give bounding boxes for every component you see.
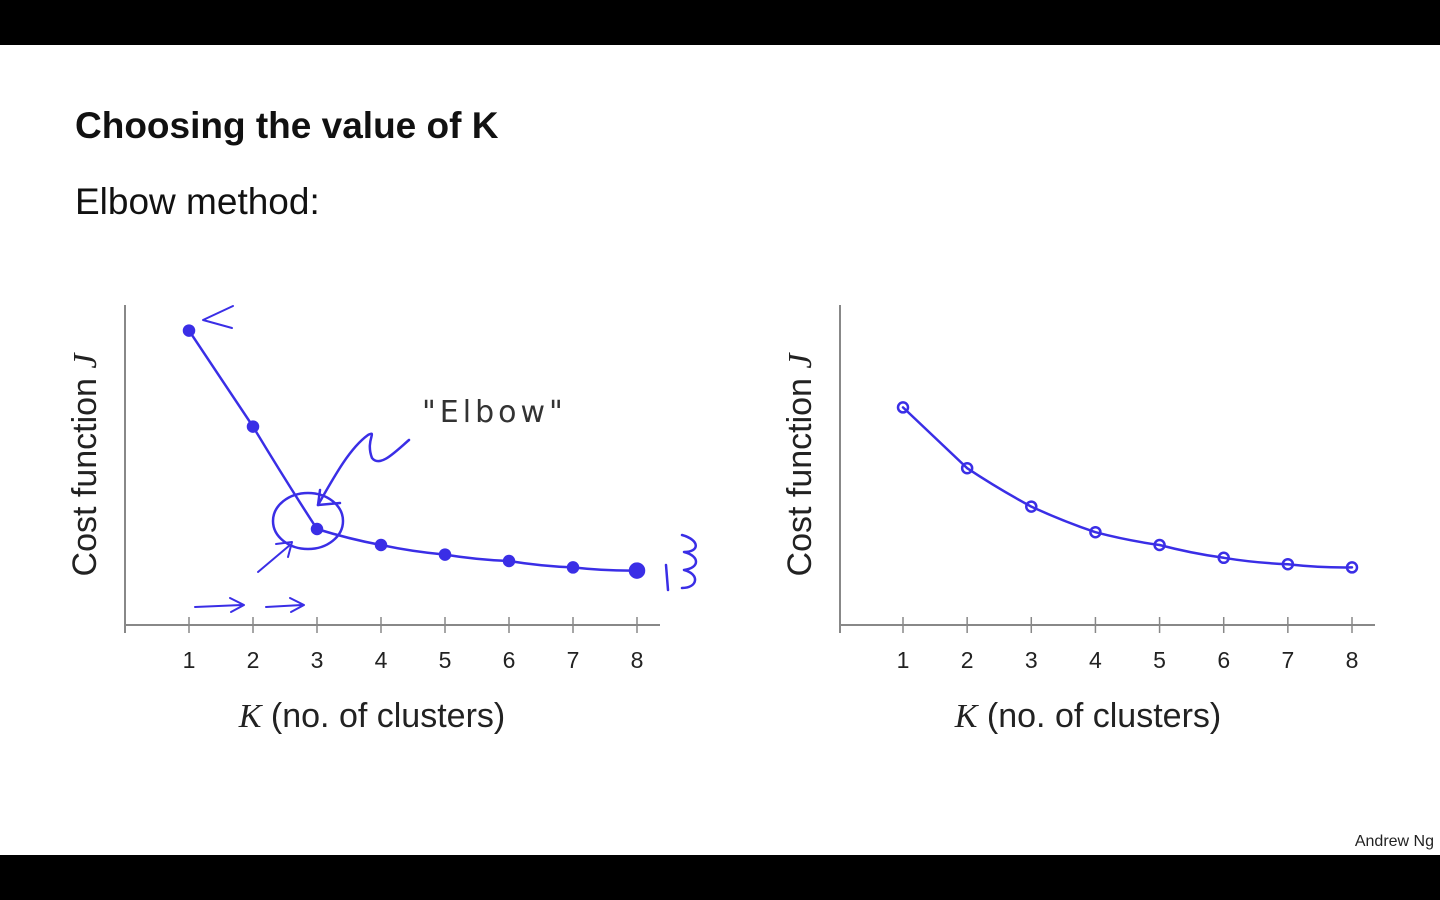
- arrow-right-2: [265, 597, 305, 613]
- chart-2-data-point: [960, 461, 974, 475]
- chart-1-x-tick-label: 1: [183, 647, 196, 673]
- chart-1-x-var: K: [238, 698, 264, 735]
- chart-1-data-point: [310, 522, 324, 536]
- chart-1-x-tick-label: 4: [375, 647, 388, 673]
- chart-2-x-var: K: [954, 698, 980, 735]
- chart-2-x-tick-label: 5: [1153, 647, 1166, 673]
- chart-1-data-point: [374, 538, 388, 552]
- chart-2-data-point: [1281, 557, 1295, 571]
- arrow-pointer-k1: [202, 305, 234, 329]
- chart-2-data-point: [1217, 551, 1230, 565]
- chart-2-data-point: [896, 401, 910, 414]
- chart-2-x-tick-label: 6: [1217, 647, 1230, 673]
- chart-2-data-point: [1345, 561, 1359, 574]
- chart-1-x-tick-label: 3: [311, 647, 324, 673]
- chart-1-data-point: [628, 562, 646, 579]
- chart-2-x-tick-label: 4: [1089, 647, 1102, 673]
- chart-2-y-text: Cost function: [781, 369, 819, 577]
- chart-2-y-axis-label: Cost function J: [781, 352, 819, 577]
- chart-1-y-axis-label: Cost function J: [66, 352, 104, 577]
- chart-1-y-text: Cost function: [66, 369, 104, 577]
- chart-2-x-tick-label: 1: [897, 647, 910, 673]
- chart-2-x-tick-label: 8: [1346, 647, 1359, 673]
- chart-1-data-point: [566, 561, 580, 574]
- chart-2-data-point: [1153, 538, 1166, 552]
- chart-2-x-axis-label: K (no. of clusters): [954, 697, 1221, 735]
- scribble-mark: [664, 533, 698, 592]
- chart-2-data-point: [1089, 525, 1102, 539]
- chart-1-axis-labels: K (no. of clusters) Cost function J: [66, 352, 505, 735]
- chart-1-x-tick-label: 8: [631, 647, 644, 673]
- chart-1-x-axis-label: K (no. of clusters): [238, 697, 505, 735]
- chart-1-x-tick-label: 7: [567, 647, 580, 673]
- arrow-right-1: [194, 597, 245, 613]
- author-credit: Andrew Ng: [1354, 833, 1434, 850]
- chart-2-axis-labels: K (no. of clusters) Cost function J: [781, 352, 1221, 735]
- elbow-circle: [271, 491, 345, 551]
- chart-2-x-tick-label: 7: [1281, 647, 1294, 673]
- chart-2-x-rest: (no. of clusters): [977, 697, 1221, 735]
- elbow-arrow: [316, 432, 411, 507]
- slide-title: Choosing the value of K: [75, 105, 499, 146]
- slide: Choosing the value of K Elbow method: An…: [0, 45, 1440, 855]
- chart-1-data-point: [182, 324, 196, 337]
- chart-1-data-point: [438, 548, 452, 561]
- chart-2-y-var: J: [782, 352, 819, 369]
- chart-1-x-tick-label: 5: [439, 647, 452, 673]
- elbow-arrowhead: [316, 488, 342, 507]
- chart-2-x-tick-label: 3: [1025, 647, 1038, 673]
- chart-1-x-rest: (no. of clusters): [261, 697, 505, 735]
- arrow-to-elbow: [257, 541, 293, 573]
- chart-2-data-point: [1025, 500, 1038, 513]
- chart-1-y-var: J: [67, 352, 104, 369]
- chart-1-series-line: [187, 329, 639, 572]
- chart-1-data-point: [246, 420, 260, 433]
- chart-2-series-line: [901, 406, 1354, 569]
- handwritten-annotations: "Elbow": [194, 305, 698, 613]
- chart-1-data-point: [502, 554, 516, 568]
- elbow-annotation-text: "Elbow": [422, 395, 567, 430]
- slide-subtitle: Elbow method:: [75, 181, 320, 222]
- chart-2-x-tick-label: 2: [961, 647, 974, 673]
- chart-1-x-tick-label: 2: [247, 647, 260, 673]
- chart-1-x-tick-label: 6: [503, 647, 516, 673]
